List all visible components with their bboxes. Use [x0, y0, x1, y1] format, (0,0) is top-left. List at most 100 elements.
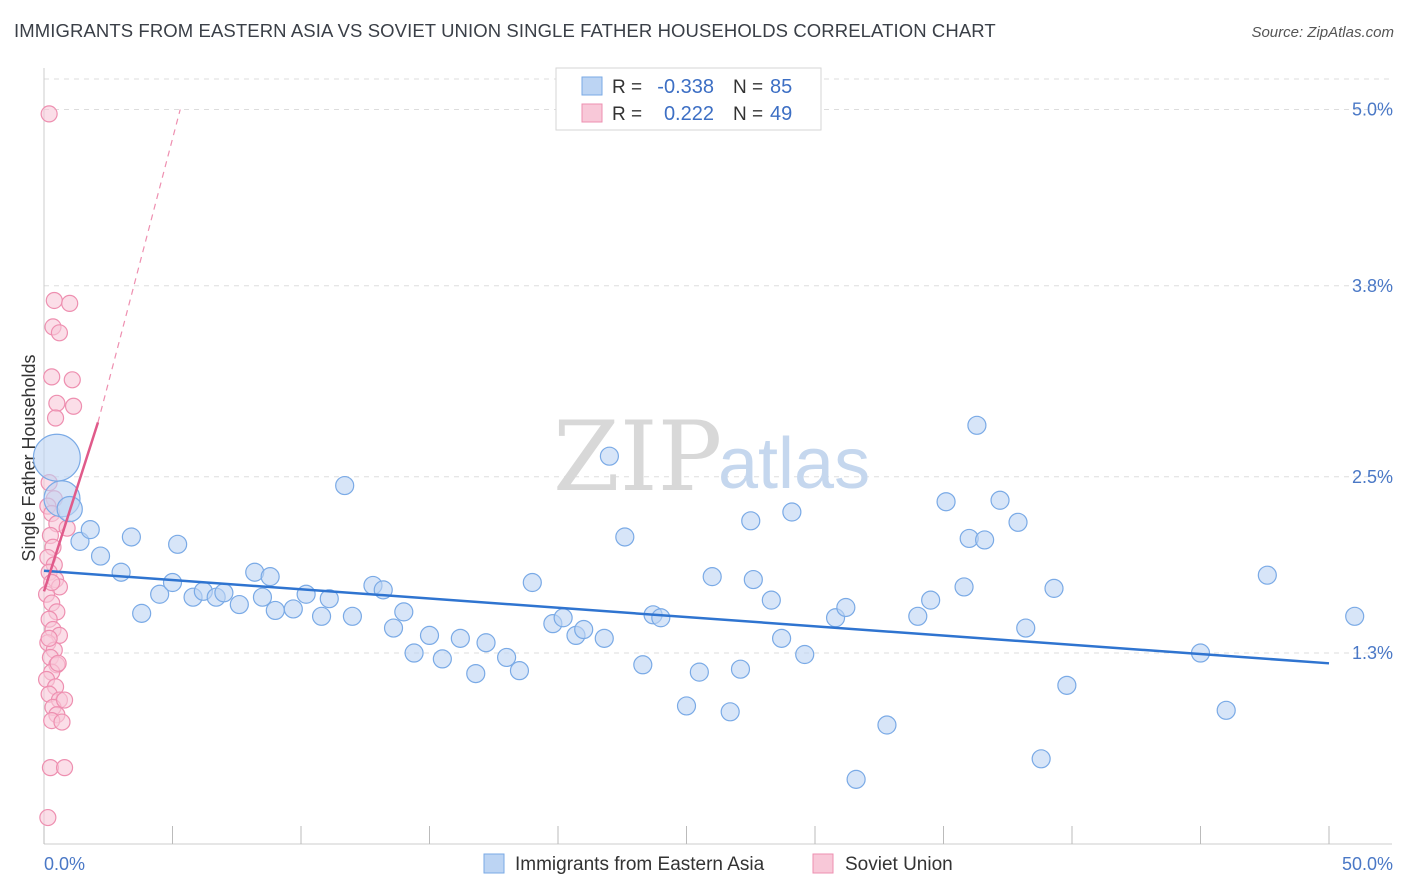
point-eastern-asia [1016, 618, 1036, 638]
point-eastern-asia [522, 572, 542, 593]
bottom-legend: Immigrants from Eastern Asia Soviet Unio… [483, 853, 953, 875]
point-eastern-asia [450, 628, 470, 648]
point-eastern-asia [702, 567, 722, 587]
point-eastern-asia [311, 606, 332, 626]
point-eastern-asia [771, 628, 792, 648]
point-eastern-asia [168, 534, 188, 554]
point-soviet-union [39, 808, 57, 827]
point-soviet-union [61, 294, 79, 313]
point-eastern-asia [1257, 565, 1277, 585]
point-eastern-asia [214, 583, 234, 603]
trend-line-eastern-asia [43, 569, 1330, 665]
point-eastern-asia [319, 589, 339, 609]
point-eastern-asia [936, 492, 956, 512]
trend-extension-soviet-union [97, 109, 181, 423]
point-eastern-asia [795, 644, 815, 665]
legend-n-value-2: 49 [770, 103, 792, 125]
legend-r-label-2: R = [612, 104, 642, 125]
point-eastern-asia [877, 715, 897, 735]
point-eastern-asia [466, 663, 486, 684]
point-eastern-asia [283, 599, 303, 619]
point-eastern-asia [921, 590, 941, 610]
watermark-zip: ZIP [553, 401, 722, 513]
point-eastern-asia [1057, 675, 1077, 695]
y-tick-label: 1.3% [1352, 643, 1393, 663]
point-eastern-asia [1031, 749, 1051, 769]
point-soviet-union [43, 368, 61, 386]
point-eastern-asia [633, 655, 653, 675]
point-eastern-asia [111, 562, 131, 582]
point-eastern-asia [1008, 512, 1028, 532]
point-soviet-union [53, 713, 71, 731]
point-eastern-asia [730, 659, 751, 679]
y-tick-labels: 1.3% 2.5% 3.8% 5.0% [1352, 100, 1393, 664]
y-tick-label: 5.0% [1352, 100, 1393, 120]
x-tick-label-min: 0.0% [44, 854, 85, 874]
point-eastern-asia [720, 702, 740, 722]
point-eastern-asia [497, 647, 517, 668]
point-eastern-asia [782, 502, 802, 522]
legend-r-value-2: 0.222 [664, 103, 714, 125]
point-eastern-asia [121, 527, 141, 547]
point-eastern-asia [908, 606, 928, 626]
point-eastern-asia [836, 597, 856, 618]
point-eastern-asia [1345, 606, 1365, 626]
point-eastern-asia [432, 649, 452, 669]
point-eastern-asia [90, 546, 111, 566]
point-eastern-asia [975, 530, 995, 550]
point-eastern-asia [846, 769, 866, 789]
point-soviet-union [45, 291, 63, 310]
point-eastern-asia [260, 567, 280, 587]
point-eastern-asia [594, 628, 614, 648]
point-soviet-union [50, 324, 69, 342]
point-eastern-asia [761, 590, 781, 610]
point-eastern-asia [599, 446, 620, 466]
point-eastern-asia [509, 661, 530, 681]
point-eastern-asia [1216, 700, 1236, 720]
bottom-legend-label-1: Immigrants from Eastern Asia [515, 854, 765, 875]
point-soviet-union [48, 394, 66, 412]
point-eastern-asia [990, 490, 1010, 510]
point-eastern-asia [252, 587, 273, 607]
point-eastern-asia [150, 584, 170, 604]
point-soviet-union [40, 105, 58, 123]
point-eastern-asia [743, 569, 763, 590]
chart-title: IMMIGRANTS FROM EASTERN ASIA VS SOVIET U… [14, 20, 996, 41]
legend-r-value-1: -0.338 [657, 76, 714, 98]
point-soviet-union [64, 397, 83, 415]
point-eastern-asia [651, 608, 671, 628]
trend-line-soviet-union [42, 422, 100, 592]
point-eastern-asia [132, 603, 152, 623]
series-soviet-union [37, 105, 83, 827]
watermark-atlas: atlas [718, 424, 870, 504]
bottom-legend-label-2: Soviet Union [845, 854, 953, 875]
point-eastern-asia [419, 625, 440, 646]
point-soviet-union [55, 691, 74, 709]
bottom-legend-swatch-blue [483, 853, 505, 874]
bottom-legend-swatch-pink [812, 853, 834, 874]
point-eastern-asia [80, 520, 100, 540]
stats-legend: R = -0.338 N = 85 R = 0.222 N = 49 [555, 67, 822, 131]
point-eastern-asia [229, 594, 249, 615]
point-eastern-asia [265, 600, 285, 621]
grid-lines [44, 78, 1392, 654]
point-eastern-asia [615, 527, 635, 547]
point-eastern-asia [1044, 578, 1064, 598]
point-soviet-union [46, 409, 65, 427]
point-soviet-union [49, 654, 67, 672]
point-eastern-asia [954, 577, 974, 597]
x-tick-labels: 0.0% 50.0% [44, 854, 1393, 874]
point-eastern-asia [394, 602, 414, 622]
legend-n-label-2: N = [733, 104, 763, 125]
point-eastern-asia [162, 572, 183, 593]
legend-r-label-1: R = [612, 77, 642, 98]
point-eastern-asia [553, 608, 573, 628]
point-eastern-asia [32, 433, 81, 482]
point-soviet-union [63, 371, 81, 389]
legend-n-value-1: 85 [770, 76, 792, 98]
y-tick-label: 3.8% [1352, 276, 1393, 296]
y-tick-label: 2.5% [1352, 467, 1393, 487]
legend-swatch-pink [581, 103, 603, 123]
source-label: Source: ZipAtlas.com [1251, 24, 1394, 41]
